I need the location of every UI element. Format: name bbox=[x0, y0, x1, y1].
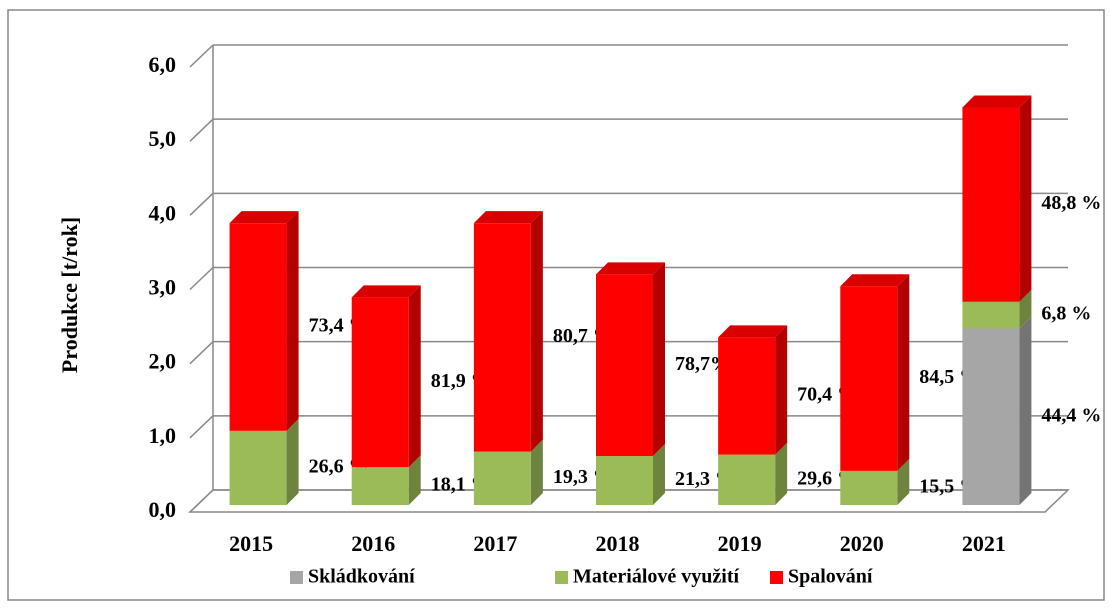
bar-top bbox=[351, 285, 421, 298]
bar-side bbox=[1019, 316, 1032, 505]
share-label: 78,7% bbox=[675, 353, 730, 375]
bar bbox=[962, 301, 1020, 329]
grid-line-side bbox=[189, 341, 214, 365]
grid-line-side bbox=[189, 44, 214, 68]
legend-label: Skládkování bbox=[308, 566, 415, 588]
bar bbox=[596, 456, 653, 505]
bar bbox=[840, 286, 898, 471]
y-tick-label: 3,0 bbox=[149, 275, 177, 300]
bar-top bbox=[229, 211, 299, 224]
bar bbox=[351, 467, 409, 505]
y-tick-label: 5,0 bbox=[149, 126, 177, 151]
x-tick-label: 2017 bbox=[473, 531, 517, 556]
bar-side bbox=[530, 439, 543, 505]
legend-swatch bbox=[290, 571, 303, 584]
bar-side bbox=[1019, 95, 1032, 302]
y-tick-label: 0,0 bbox=[149, 497, 177, 522]
legend-swatch bbox=[770, 571, 783, 584]
bar-side bbox=[653, 444, 665, 505]
bar bbox=[840, 470, 898, 505]
grid-line-side bbox=[189, 266, 214, 291]
bar-top bbox=[596, 262, 665, 275]
x-tick-label: 2016 bbox=[351, 531, 395, 556]
bar-top bbox=[718, 325, 788, 338]
bar-side bbox=[775, 442, 788, 505]
share-label: 6,8 % bbox=[1041, 303, 1091, 325]
bar bbox=[473, 223, 531, 452]
bar bbox=[718, 337, 776, 455]
grid-line-side bbox=[189, 192, 214, 216]
bar-side bbox=[775, 325, 788, 455]
bar bbox=[596, 274, 653, 457]
bar bbox=[962, 328, 1020, 505]
bar bbox=[351, 297, 409, 468]
bar-top bbox=[840, 274, 910, 287]
legend-swatch bbox=[555, 571, 568, 584]
grid-line-side bbox=[189, 415, 214, 439]
y-axis-label: Produkce [t/rok] bbox=[57, 217, 82, 373]
legend-label: Spalování bbox=[788, 566, 873, 588]
bar-side bbox=[897, 458, 910, 505]
bar bbox=[718, 454, 776, 505]
bar-side bbox=[1019, 289, 1032, 329]
grid-line-side bbox=[189, 118, 214, 142]
bar-top bbox=[473, 211, 543, 224]
bar bbox=[473, 451, 531, 505]
bar-top bbox=[962, 95, 1032, 108]
y-tick-label: 2,0 bbox=[149, 349, 177, 374]
bar-side bbox=[286, 211, 299, 431]
x-tick-label: 2018 bbox=[596, 531, 640, 556]
x-tick-label: 2020 bbox=[840, 531, 884, 556]
share-label: 48,8 % bbox=[1041, 192, 1101, 214]
bar-side bbox=[653, 262, 665, 457]
grid-line-side bbox=[189, 489, 214, 513]
bar-side bbox=[530, 211, 543, 452]
bar-side bbox=[286, 418, 299, 505]
bar bbox=[229, 430, 287, 505]
bar-side bbox=[408, 285, 421, 468]
x-tick-label: 2021 bbox=[962, 531, 1006, 556]
x-tick-label: 2015 bbox=[229, 531, 273, 556]
bar bbox=[962, 107, 1020, 302]
y-tick-label: 1,0 bbox=[149, 423, 177, 448]
bar bbox=[229, 223, 287, 431]
legend-label: Materiálové využití bbox=[573, 566, 739, 588]
bar-side bbox=[897, 274, 910, 471]
bar-side bbox=[408, 455, 421, 505]
y-tick-label: 4,0 bbox=[149, 200, 177, 225]
share-label: 44,4 % bbox=[1041, 404, 1101, 426]
y-tick-label: 6,0 bbox=[149, 52, 177, 77]
x-tick-label: 2019 bbox=[718, 531, 762, 556]
